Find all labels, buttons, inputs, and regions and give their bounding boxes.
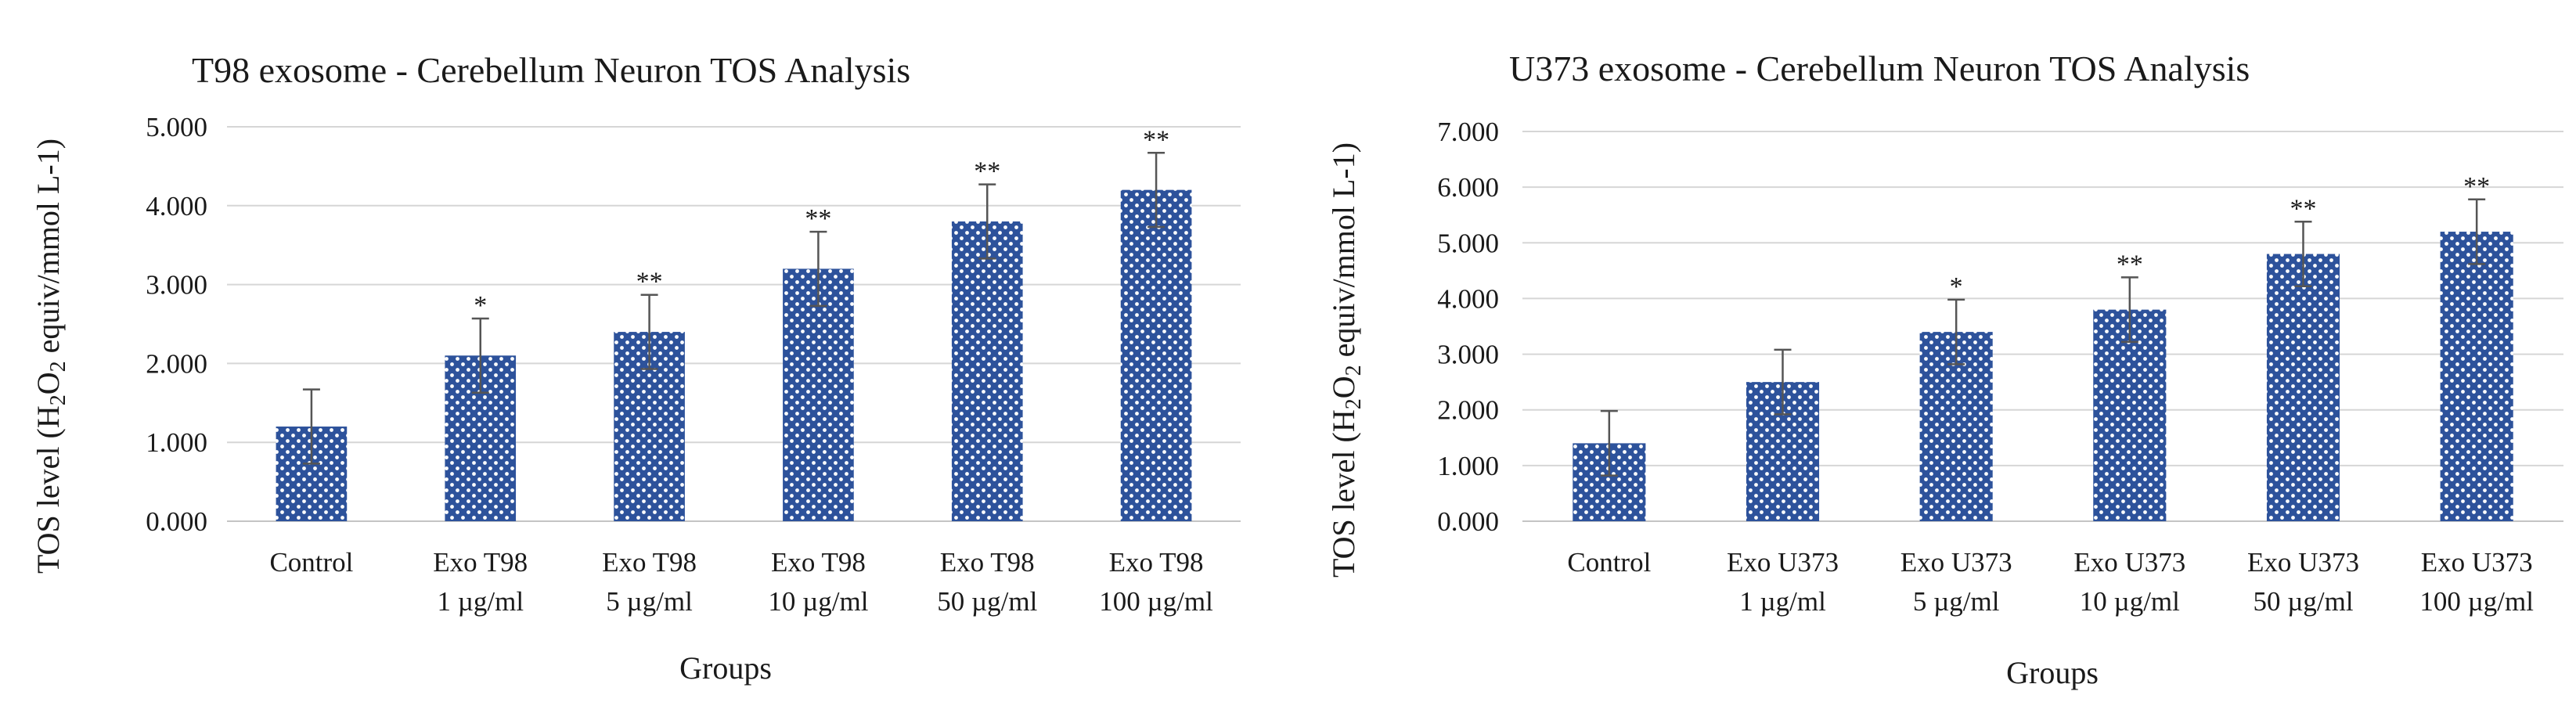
y-tick-label: 3.000 (1437, 340, 1499, 370)
y-axis-label: TOS level (H2O2 equiv/mmol L-1) (1326, 142, 1366, 578)
y-tick-labels: 0.000 1.000 2.000 3.000 4.000 5.000 (146, 112, 207, 537)
category-label-line2: 100 µg/ml (2419, 586, 2534, 617)
bar (2440, 232, 2513, 521)
x-axis-label: Groups (679, 650, 772, 686)
significance-label: ** (2117, 250, 2143, 279)
category-label: Control (269, 547, 353, 578)
category-label-line2: 1 µg/ml (437, 586, 524, 617)
chart-u373: U373 exosome - Cerebellum Neuron TOS Ana… (1326, 49, 2563, 690)
significance-label: ** (2290, 194, 2317, 223)
bar (2093, 309, 2167, 521)
y-axis-label-part: equiv/mmol L-1) (1326, 142, 1361, 365)
significance-label: * (474, 291, 487, 320)
category-label: Exo U373 (2247, 547, 2359, 578)
y-tick-label: 2.000 (146, 348, 207, 379)
category-label: Exo T98 (433, 547, 528, 578)
y-tick-labels: 0.000 1.000 2.000 3.000 4.000 5.000 6.000 7.000 (1437, 117, 1499, 537)
category-label: Exo T98 (771, 547, 866, 578)
category-label: Exo T98 (1109, 547, 1204, 578)
y-axis-label-part: equiv/mmol L-1) (31, 139, 66, 361)
bar (2266, 254, 2340, 521)
y-tick-label: 0.000 (1437, 506, 1499, 537)
category-label-line2: 100 µg/ml (1099, 586, 1213, 617)
significance-label: * (1950, 272, 1963, 301)
x-axis-label: Groups (2006, 655, 2099, 690)
y-axis-label: TOS level (H2O2 equiv/mmol L-1) (31, 139, 70, 574)
y-tick-label: 2.000 (1437, 395, 1499, 426)
y-tick-label: 0.000 (146, 506, 207, 537)
bars: ******* (1573, 172, 2513, 521)
y-tick-label: 4.000 (146, 191, 207, 221)
significance-label: ** (1143, 125, 1169, 154)
y-tick-label: 6.000 (1437, 172, 1499, 203)
y-axis-label-subscript: 2 (1342, 365, 1366, 376)
category-label-line2: 5 µg/ml (606, 586, 693, 617)
y-tick-label: 7.000 (1437, 117, 1499, 147)
category-label: Exo U373 (2073, 547, 2185, 578)
significance-label: ** (2463, 172, 2490, 201)
category-label: Exo U373 (1900, 547, 2012, 578)
bars: ********* (276, 125, 1192, 521)
category-label: Exo T98 (602, 547, 697, 578)
y-axis-label-part: O (1326, 376, 1361, 398)
y-tick-label: 1.000 (1437, 451, 1499, 481)
category-label-line2: 1 µg/ml (1739, 586, 1826, 617)
y-axis-label-subscript: 2 (46, 361, 70, 372)
category-labels: Control Exo U373 1 µg/ml Exo U373 5 µg/ml Exo… (1567, 547, 2534, 617)
bar (783, 268, 854, 521)
category-label-line2: 10 µg/ml (2080, 586, 2180, 617)
y-axis-label-subscript: 2 (46, 394, 70, 405)
category-label: Exo U373 (1727, 547, 1839, 578)
y-tick-label: 5.000 (146, 112, 207, 142)
chart-title: U373 exosome - Cerebellum Neuron TOS Ana… (1509, 49, 2250, 88)
category-label: Exo U373 (2421, 547, 2533, 578)
y-tick-label: 4.000 (1437, 283, 1499, 314)
significance-label: ** (974, 157, 1000, 186)
y-tick-label: 1.000 (146, 427, 207, 458)
y-axis-label-part: O (31, 372, 66, 394)
y-axis-label-part: TOS level (H (1326, 409, 1361, 578)
category-label-line2: 5 µg/ml (1913, 586, 2000, 617)
y-tick-label: 5.000 (1437, 228, 1499, 258)
y-axis-label-subscript: 2 (1342, 398, 1366, 409)
chart-t98: T98 exosome - Cerebellum Neuron TOS Anal… (31, 50, 1241, 686)
y-tick-label: 3.000 (146, 270, 207, 301)
significance-label: ** (636, 268, 663, 297)
category-label-line2: 50 µg/ml (937, 586, 1037, 617)
bar (951, 221, 1023, 521)
category-label-line2: 50 µg/ml (2253, 586, 2353, 617)
category-label: Exo T98 (940, 547, 1035, 578)
category-labels: Control Exo T98 1 µg/ml Exo T98 5 µg/ml Exo T… (269, 547, 1213, 617)
bar (1120, 189, 1192, 521)
significance-label: ** (805, 204, 831, 233)
chart-title: T98 exosome - Cerebellum Neuron TOS Anal… (192, 50, 910, 90)
category-label-line2: 10 µg/ml (768, 586, 868, 617)
category-label: Control (1567, 547, 1651, 578)
gridlines (1522, 131, 2563, 522)
y-axis-label-part: TOS level (H (31, 405, 66, 574)
gridlines (227, 126, 1241, 522)
